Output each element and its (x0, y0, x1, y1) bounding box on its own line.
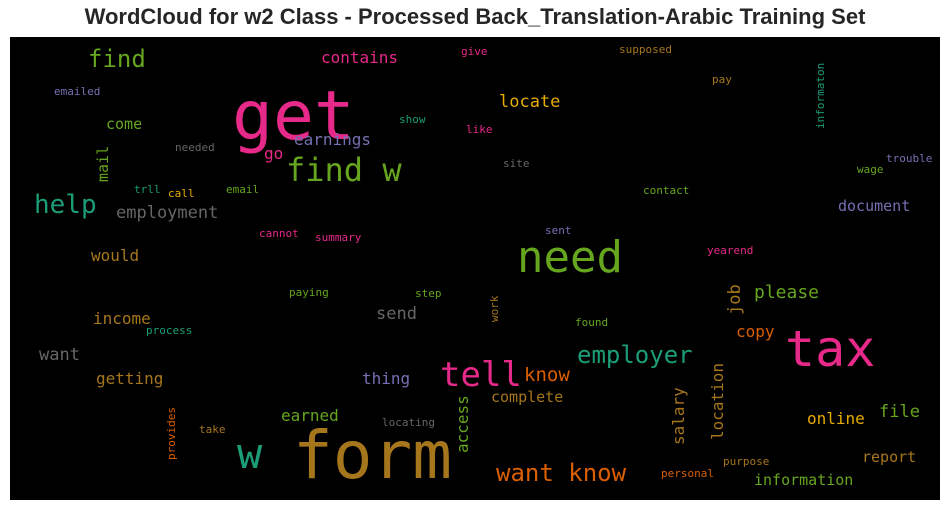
wordcloud-word-sent: sent (545, 224, 572, 237)
wordcloud-word-income: income (93, 309, 151, 328)
wordcloud-word-complete: complete (491, 388, 564, 406)
chart-title: WordCloud for w2 Class - Processed Back_… (84, 4, 866, 29)
wordcloud-word-thing: thing (362, 369, 411, 388)
wordcloud-word-mail: mail (94, 145, 112, 182)
wordcloud-word-w: w (237, 429, 263, 478)
wordcloud-word-work: work (488, 295, 501, 323)
wordcloud-word-give: give (461, 45, 488, 58)
wordcloud-word-copy: copy (736, 322, 775, 341)
wordcloud-word-step: step (415, 287, 442, 300)
wordcloud-word-locate: locate (499, 92, 561, 112)
wordcloud-word-form: form (293, 417, 452, 494)
wordcloud-word-report: report (862, 448, 917, 466)
wordcloud-word-found: found (575, 316, 609, 329)
wordcloud-word-go: go (264, 144, 284, 163)
wordcloud-word-yearend: yearend (707, 244, 754, 257)
wordcloud-word-location: location (708, 362, 727, 440)
wordcloud-word-come: come (106, 115, 143, 133)
wordcloud-word-send: send (376, 304, 417, 324)
wordcloud-word-get: get (232, 77, 355, 156)
wordcloud-word-show: show (399, 113, 426, 126)
wordcloud-word-needed: needed (175, 141, 215, 154)
wordcloud-word-wage: wage (857, 163, 884, 176)
wordcloud-word-job: job (725, 284, 745, 315)
wordcloud-word-employment: employment (116, 203, 219, 223)
wordcloud-word-contact: contact (643, 184, 690, 197)
wordcloud-panel: form get tax need w find w tell want know employ… (10, 37, 940, 500)
wordcloud-word-getting: getting (96, 369, 164, 388)
wordcloud-word-supposed: supposed (619, 43, 672, 56)
wordcloud-word-file: file (879, 402, 920, 422)
wordcloud-word-purpose: purpose (723, 455, 770, 468)
wordcloud-word-call: call (168, 187, 195, 200)
wordcloud-word-information: information (754, 471, 854, 489)
wordcloud-word-informaton: informaton (814, 62, 827, 129)
wordcloud-word-trll: trll (134, 183, 161, 196)
wordcloud-word-locating: locating (382, 416, 435, 429)
wordcloud-word-contains: contains (321, 48, 399, 67)
wordcloud-word-site: site (503, 157, 530, 170)
wordcloud-word-document: document (838, 197, 911, 215)
wordcloud-word-take: take (199, 423, 226, 436)
wordcloud-word-pay: pay (712, 73, 732, 86)
wordcloud-word-need: need (517, 232, 623, 283)
wordcloud-word-personal: personal (661, 467, 714, 480)
wordcloud-word-earnings: earnings (294, 130, 372, 149)
wordcloud-word-process: process (146, 324, 193, 337)
wordcloud-word-online: online (807, 409, 865, 428)
wordcloud-word-employer: employer (577, 341, 693, 369)
wordcloud-word-email: email (226, 183, 260, 196)
wordcloud-word-trouble: trouble (886, 152, 933, 165)
wordcloud-word-want-know: want know (496, 459, 627, 487)
wordcloud-word-provides: provides (165, 407, 178, 460)
wordcloud-word-paying: paying (289, 286, 329, 299)
wordcloud-word-tell: tell (440, 355, 522, 395)
wordcloud-word-want: want (39, 345, 80, 365)
wordcloud-word-please: please (754, 282, 820, 303)
wordcloud-word-emailed: emailed (54, 85, 101, 98)
wordcloud-word-find-w: find w (286, 151, 402, 189)
wordcloud-word-cannot: cannot (259, 227, 299, 240)
wordcloud-word-know: know (524, 364, 570, 386)
wordcloud-word-tax: tax (785, 320, 876, 378)
wordcloud-word-summary: summary (315, 231, 362, 244)
wordcloud-word-help: help (34, 190, 97, 220)
wordcloud-word-access: access (453, 395, 472, 453)
wordcloud-word-salary: salary (669, 387, 688, 445)
wordcloud-word-would: would (91, 246, 140, 265)
wordcloud-word-like: like (466, 123, 493, 136)
wordcloud-word-earned: earned (281, 406, 339, 425)
wordcloud-word-find: find (88, 45, 146, 73)
